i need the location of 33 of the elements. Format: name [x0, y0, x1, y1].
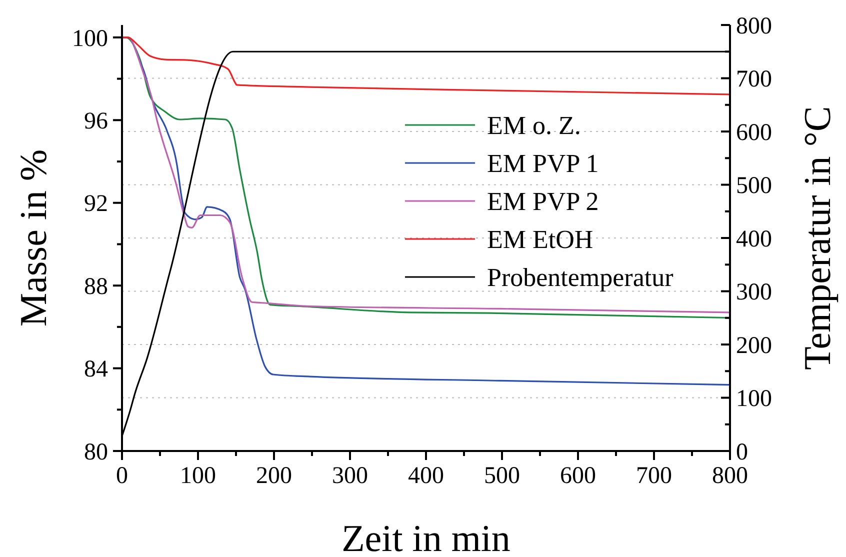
- y2-tick-label: 100: [736, 386, 772, 412]
- y-tick-label: 80: [84, 439, 108, 466]
- x-tick-label: 300: [332, 463, 368, 489]
- x-tick-label: 0: [116, 463, 128, 489]
- y2-tick-label: 500: [736, 173, 772, 200]
- y-tick-label: 88: [84, 274, 108, 300]
- legend-label: EM o. Z.: [487, 111, 581, 140]
- x-tick-label: 500: [484, 463, 520, 489]
- x-tick-label: 200: [256, 463, 292, 489]
- x-axis-title: Zeit in min: [342, 518, 510, 557]
- legend-label: Probentemperatur: [487, 263, 674, 292]
- x-tick-label: 100: [180, 463, 216, 489]
- legend-label: EM PVP 2: [487, 187, 599, 216]
- y2-tick-label: 600: [736, 120, 772, 146]
- x-tick-label: 800: [712, 463, 748, 489]
- line-series: [121, 36, 731, 96]
- y-tick-label: 96: [84, 108, 108, 135]
- x-tick-label: 600: [560, 463, 596, 489]
- y-tick-label: 100: [72, 26, 108, 52]
- y2-tick-label: 200: [736, 332, 772, 359]
- x-tick-label: 700: [636, 463, 672, 489]
- legend-label: EM EtOH: [487, 225, 594, 254]
- y-axis-title: Masse in %: [13, 149, 55, 327]
- y2-tick-label: 400: [736, 226, 772, 252]
- x-tick-label: 400: [408, 463, 444, 489]
- y2-tick-label: 800: [736, 13, 772, 40]
- legend-label: EM PVP 1: [487, 149, 599, 178]
- y-tick-label: 84: [84, 356, 108, 383]
- y2-tick-label: 700: [736, 66, 772, 93]
- y-tick-label: 92: [84, 191, 108, 218]
- y2-tick-label: 0: [736, 439, 748, 466]
- y2-tick-label: 300: [736, 280, 772, 306]
- y2-axis-title: Temperatur in °C: [797, 106, 839, 370]
